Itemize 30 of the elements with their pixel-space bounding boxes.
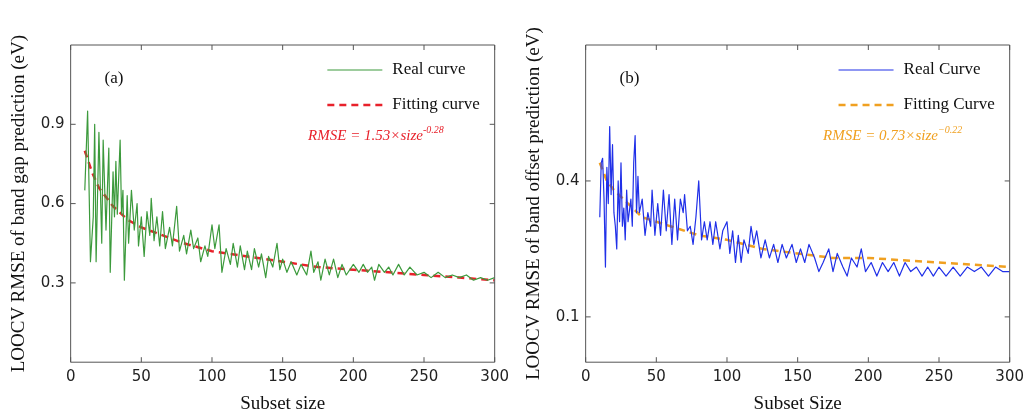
annotation: (a) bbox=[104, 68, 124, 88]
line-series bbox=[83, 149, 495, 282]
y-axis-title: LOOCV RMSE of band gap prediction (eV) bbox=[7, 34, 30, 373]
x-tick-label: 200 bbox=[339, 367, 368, 386]
x-tick-label: 150 bbox=[783, 367, 812, 386]
x-tick-label: 100 bbox=[712, 367, 742, 386]
x-tick-label: 50 bbox=[646, 367, 666, 386]
legend-label: Real Curve bbox=[903, 59, 981, 79]
x-tick-label: 300 bbox=[480, 367, 510, 386]
x-axis-title: Subset Size bbox=[753, 391, 842, 413]
x-axis-title: Subset size bbox=[240, 391, 326, 413]
x-tick-label: 150 bbox=[268, 367, 297, 386]
legend-label: Fitting Curve bbox=[903, 94, 995, 114]
x-tick-label: 0 bbox=[580, 367, 591, 386]
y-axis-title: LOOCV RMSE of band offset prediction (eV) bbox=[522, 27, 545, 381]
x-tick-label: 100 bbox=[197, 367, 227, 386]
x-tick-label: 50 bbox=[131, 367, 151, 386]
legend-label: Fitting curve bbox=[392, 94, 480, 114]
y-tick-label: 0.4 bbox=[555, 170, 580, 189]
y-tick-label: 0.3 bbox=[40, 272, 65, 291]
x-tick-label: 300 bbox=[995, 367, 1025, 386]
annotation: (b) bbox=[619, 68, 640, 88]
y-tick-label: 0.6 bbox=[40, 193, 65, 212]
x-tick-label: 0 bbox=[65, 367, 76, 386]
x-tick-label: 250 bbox=[924, 367, 954, 386]
legend-label: Real curve bbox=[392, 59, 466, 79]
y-tick-label: 0.1 bbox=[555, 306, 580, 325]
x-tick-label: 200 bbox=[854, 367, 883, 386]
y-tick-label: 0.9 bbox=[40, 114, 65, 133]
x-tick-label: 250 bbox=[409, 367, 439, 386]
